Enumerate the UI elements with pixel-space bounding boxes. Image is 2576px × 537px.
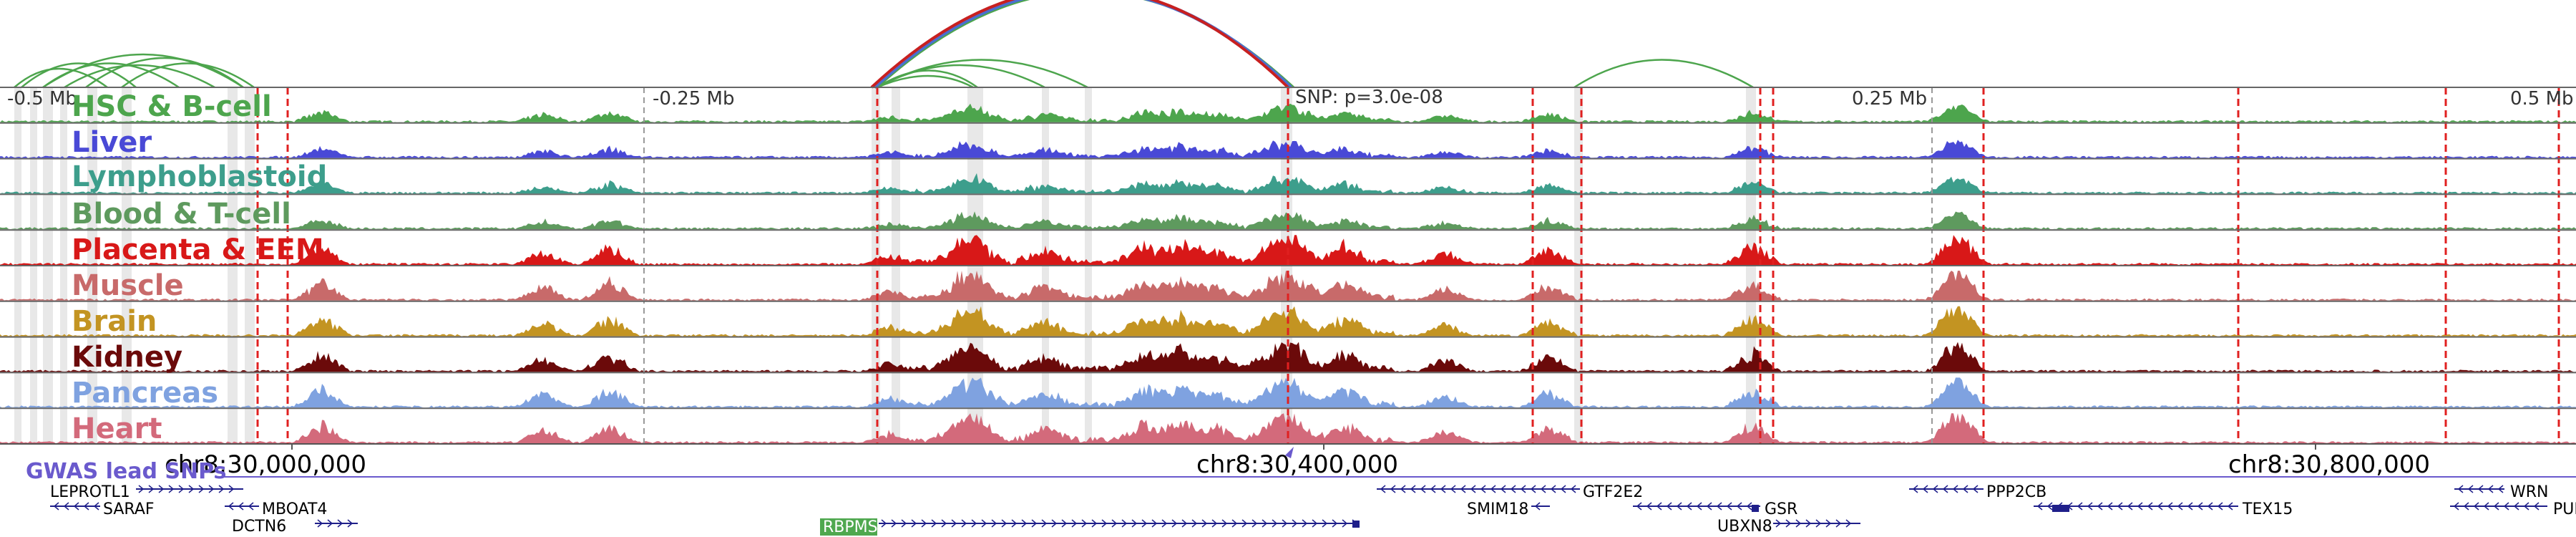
gene-track-6: [1531, 502, 1550, 511]
track-label-heart: Heart: [72, 412, 162, 445]
track-labels: HSC & B-cell Liver Lymphoblastoid Blood …: [72, 90, 327, 445]
gene-tex15: TEX15: [2242, 500, 2293, 518]
gene-track-9: [1909, 485, 1984, 493]
track-label-lymphoblastoid: Lymphoblastoid: [72, 160, 327, 193]
gene-gsr: GSR: [1765, 500, 1797, 518]
gene-pur: PUR: [2553, 500, 2576, 518]
gene-mboat4: MBOAT4: [262, 500, 327, 518]
gene-saraf: SARAF: [103, 500, 155, 518]
coord-30000000: chr8:30,000,000: [165, 450, 366, 479]
gene-track-5: [1377, 485, 1580, 493]
gene-track-4: [879, 519, 1360, 528]
top-tick-half-mb: 0.5 Mb: [2510, 88, 2574, 110]
top-tick-minus-half-mb: -0.5 Mb: [7, 88, 77, 110]
track-label-muscle: Muscle: [72, 269, 184, 302]
gene-track-0: [136, 485, 243, 493]
coord-30800000: chr8:30,800,000: [2228, 450, 2430, 479]
track-label-brain: Brain: [72, 305, 157, 338]
exon-block-0: [2052, 505, 2069, 512]
gene-rbpms: RBPMS: [823, 518, 878, 536]
coord-30400000: chr8:30,400,000: [1196, 450, 1398, 479]
gwas-row: GWAS lead SNPs: [26, 447, 2576, 484]
gwas-label: GWAS lead SNPs: [26, 459, 226, 484]
gene-ppp2cb: PPP2CB: [1986, 483, 2046, 501]
gene-track-8: [1773, 519, 1860, 528]
gwas-snp-marker: [1285, 447, 1294, 458]
gene-structure-lines: [50, 485, 2547, 528]
track-label-hsc-bcell: HSC & B-cell: [72, 90, 272, 123]
exon-block-2: [1752, 505, 1759, 512]
gene-gtf2e2: GTF2E2: [1583, 483, 1643, 501]
gene-track-12: [2450, 502, 2547, 511]
gene-track-2: [225, 502, 259, 511]
track-label-blood-tcell: Blood & T-cell: [72, 198, 291, 231]
gene-smim18: SMIM18: [1467, 500, 1528, 518]
track-label-liver: Liver: [72, 126, 152, 159]
signal-8: [0, 377, 2576, 408]
bottom-axis: chr8:30,000,000 chr8:30,400,000 chr8:30,…: [0, 443, 2576, 479]
gene-track-7: [1633, 502, 1760, 511]
exon-block-1: [1352, 521, 1360, 528]
gene-dctn6: DCTN6: [232, 518, 286, 536]
track-label-kidney: Kidney: [72, 341, 182, 374]
track-label-pancreas: Pancreas: [72, 377, 218, 410]
top-tick-quarter-mb: 0.25 Mb: [1852, 88, 1927, 110]
gene-ubxn8: UBXN8: [1717, 518, 1772, 536]
gene-rbpms-highlight: [820, 518, 877, 536]
gene-wrn: WRN: [2510, 483, 2549, 501]
top-tick-snp-pvalue: SNP: p=3.0e-08: [1295, 87, 1443, 108]
gene-track-11: [2454, 485, 2504, 493]
gene-annotations: LEPROTL1 SARAF MBOAT4 DCTN6 RBPMS GTF2E2…: [50, 483, 2576, 536]
signal-9: [0, 413, 2576, 443]
gene-track-1: [50, 502, 100, 511]
top-axis: -0.5 Mb -0.25 Mb SNP: p=3.0e-08 0.25 Mb …: [7, 87, 2574, 110]
gene-leprotl1: LEPROTL1: [50, 483, 130, 501]
track-label-placenta-eem: Placenta & EEM: [72, 233, 324, 266]
gene-track-3: [315, 519, 358, 528]
top-tick-minus-quarter-mb: -0.25 Mb: [653, 88, 734, 110]
interaction-arcs: [14, 0, 1754, 89]
